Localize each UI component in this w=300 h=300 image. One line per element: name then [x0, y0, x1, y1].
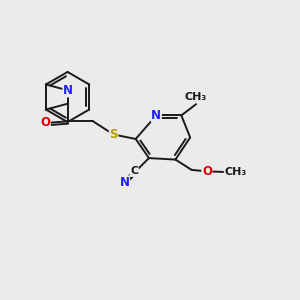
- Text: N: N: [151, 109, 161, 122]
- Text: S: S: [110, 128, 118, 141]
- Text: N: N: [63, 84, 73, 97]
- Text: O: O: [202, 165, 212, 178]
- Text: N: N: [119, 176, 130, 189]
- Text: CH₃: CH₃: [225, 167, 247, 177]
- Text: C: C: [130, 166, 138, 176]
- Text: O: O: [40, 116, 50, 129]
- Text: CH₃: CH₃: [184, 92, 207, 102]
